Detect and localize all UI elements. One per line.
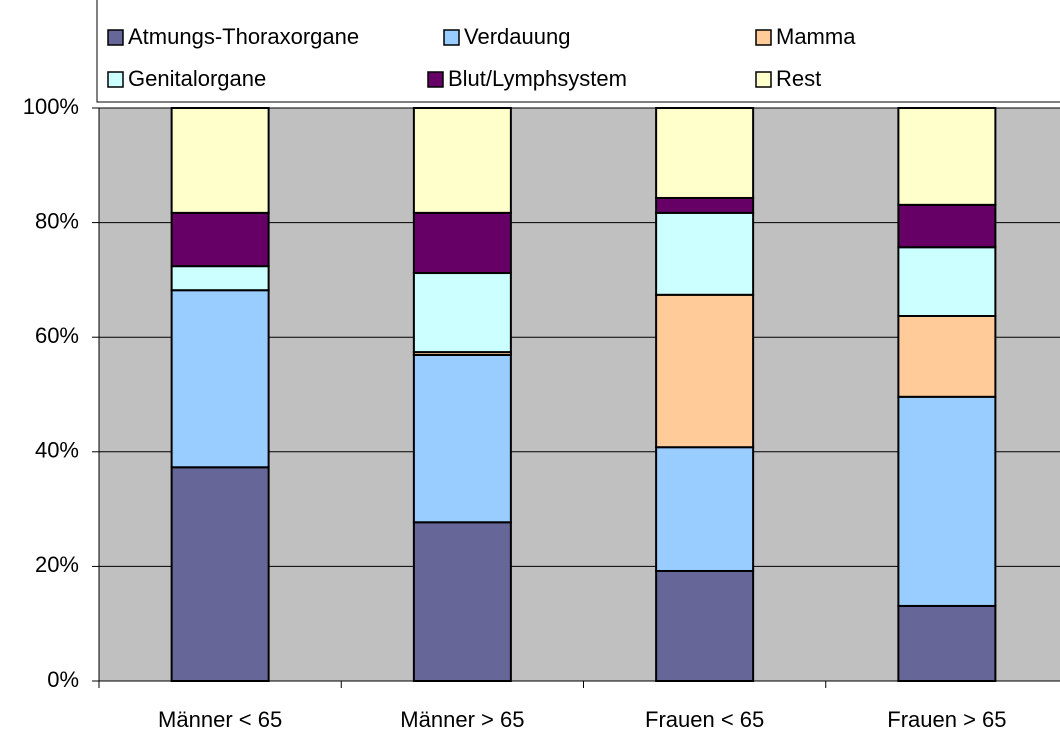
bar-segment (412, 521, 512, 682)
bar-segment (655, 569, 755, 683)
bar-segment (897, 203, 997, 249)
bar-segment (170, 265, 270, 292)
x-tick-label: Männer < 65 (158, 707, 282, 732)
bar-segment (170, 466, 270, 682)
x-tick-label: Frauen < 65 (645, 707, 764, 732)
bar-segment (897, 246, 997, 317)
legend-label: Mamma (776, 24, 856, 49)
bar-segment (412, 353, 512, 524)
y-tick-label: 0% (47, 667, 79, 692)
legend-label: Verdauung (464, 24, 570, 49)
legend-swatch (755, 29, 772, 46)
legend-swatch (107, 71, 124, 88)
bar-segment (655, 196, 755, 214)
legend-label: Rest (776, 66, 821, 91)
bar-segment (655, 293, 755, 449)
y-tick-label: 100% (23, 94, 79, 119)
bar-segment (897, 107, 997, 206)
x-tick-label: Männer > 65 (400, 707, 524, 732)
x-tick-label: Frauen > 65 (887, 707, 1006, 732)
bar-segment (655, 446, 755, 572)
y-tick-label: 40% (35, 438, 79, 463)
bar-segment (170, 211, 270, 268)
legend-swatch (107, 29, 124, 46)
bar-segment (412, 272, 512, 354)
y-tick-label: 80% (35, 208, 79, 233)
bar-segment (170, 107, 270, 214)
y-tick-label: 60% (35, 323, 79, 348)
legend-label: Atmungs-Thoraxorgane (128, 24, 359, 49)
bar-segment (412, 107, 512, 214)
legend-box (96, 0, 1060, 103)
bar-segment (170, 289, 270, 469)
bar-segment (897, 395, 997, 607)
bar-segment (897, 314, 997, 398)
legend-swatch (755, 71, 772, 88)
legend-swatch (443, 29, 460, 46)
bar-segment (655, 107, 755, 199)
bar-segment (412, 211, 512, 275)
legend-label: Blut/Lymphsystem (448, 66, 627, 91)
legend-swatch (427, 71, 444, 88)
bar-segment (655, 211, 755, 296)
bar-segment (897, 604, 997, 683)
legend-label: Genitalorgane (128, 66, 266, 91)
y-tick-label: 20% (35, 552, 79, 577)
